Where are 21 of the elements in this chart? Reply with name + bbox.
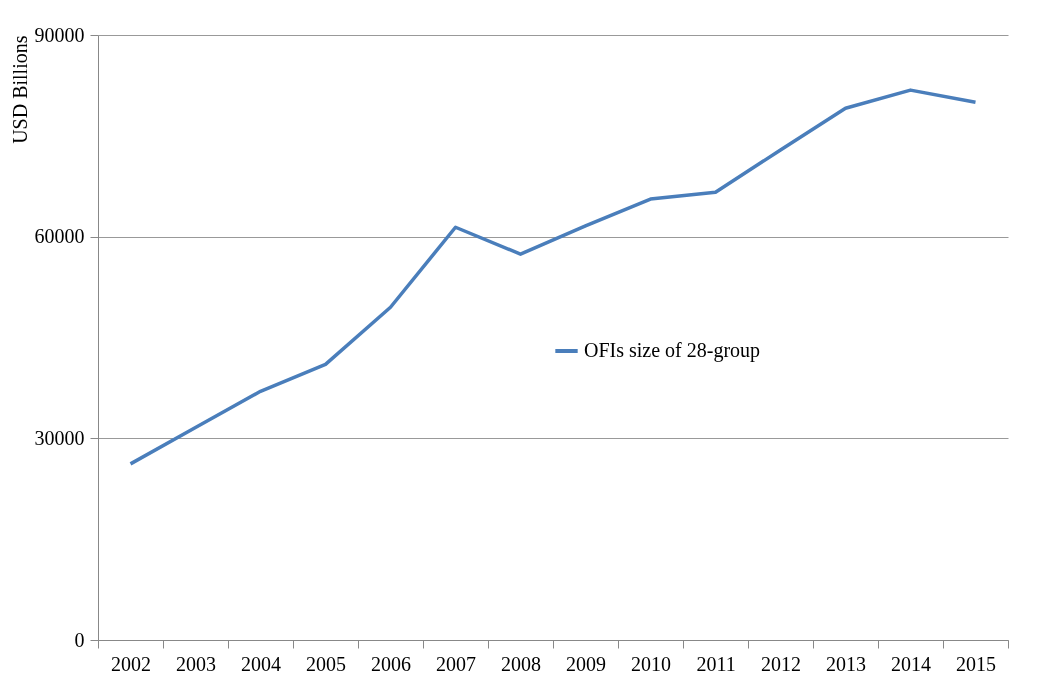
y-tick-label: 30000	[34, 426, 85, 449]
y-tick-label: 90000	[34, 23, 85, 46]
x-tick-label: 2005	[306, 652, 346, 675]
y-axis-title: USD Billions	[8, 35, 31, 144]
x-tick-label: 2013	[826, 652, 866, 675]
x-tick-label: 2007	[436, 652, 476, 675]
x-tick-label: 2008	[501, 652, 541, 675]
x-tick-label: 2009	[566, 652, 606, 675]
legend-label: OFIs size of 28-group	[584, 339, 761, 362]
x-tick-label: 2003	[176, 652, 216, 675]
y-tick-label: 0	[74, 628, 85, 651]
y-tick-label: 60000	[34, 225, 85, 248]
x-tick-label: 2006	[371, 652, 411, 675]
x-tick-label: 2010	[631, 652, 671, 675]
x-tick-label: 2015	[956, 652, 996, 675]
x-tick-label: 2011	[696, 652, 736, 675]
x-tick-label: 2004	[241, 652, 281, 675]
x-tick-label: 2002	[111, 652, 151, 675]
line-series	[128, 88, 978, 466]
x-tick-label: 2014	[891, 652, 931, 675]
x-tick-label: 2012	[761, 652, 801, 675]
